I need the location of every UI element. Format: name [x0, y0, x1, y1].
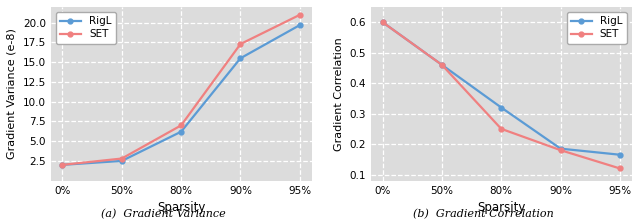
RigL — [497, 106, 505, 109]
Line: SET: SET — [380, 20, 622, 171]
RigL — [59, 164, 67, 166]
RigL — [237, 57, 244, 60]
Line: RigL: RigL — [380, 20, 622, 157]
Legend: RigL, SET: RigL, SET — [56, 12, 116, 44]
RigL — [118, 160, 125, 162]
SET — [557, 149, 564, 151]
RigL — [296, 24, 303, 27]
SET — [296, 13, 303, 16]
RigL — [177, 130, 185, 133]
Legend: RigL, SET: RigL, SET — [566, 12, 627, 44]
Y-axis label: Gradient Correlation: Gradient Correlation — [334, 37, 344, 151]
SET — [177, 124, 185, 127]
RigL — [616, 153, 624, 156]
Text: (b)  Gradient Correlation: (b) Gradient Correlation — [413, 208, 554, 219]
X-axis label: Sparsity: Sparsity — [477, 201, 525, 214]
SET — [59, 164, 67, 166]
RigL — [438, 63, 445, 66]
Y-axis label: Gradient Variance (e-8): Gradient Variance (e-8) — [7, 28, 17, 159]
RigL — [379, 21, 387, 23]
SET — [379, 21, 387, 23]
SET — [438, 63, 445, 66]
Text: (a)  Gradient Variance: (a) Gradient Variance — [101, 208, 225, 219]
Line: RigL: RigL — [60, 23, 302, 167]
SET — [616, 167, 624, 170]
SET — [237, 43, 244, 45]
Line: SET: SET — [60, 12, 302, 167]
RigL — [557, 147, 564, 150]
SET — [118, 157, 125, 160]
SET — [497, 128, 505, 130]
X-axis label: Sparsity: Sparsity — [157, 201, 205, 214]
